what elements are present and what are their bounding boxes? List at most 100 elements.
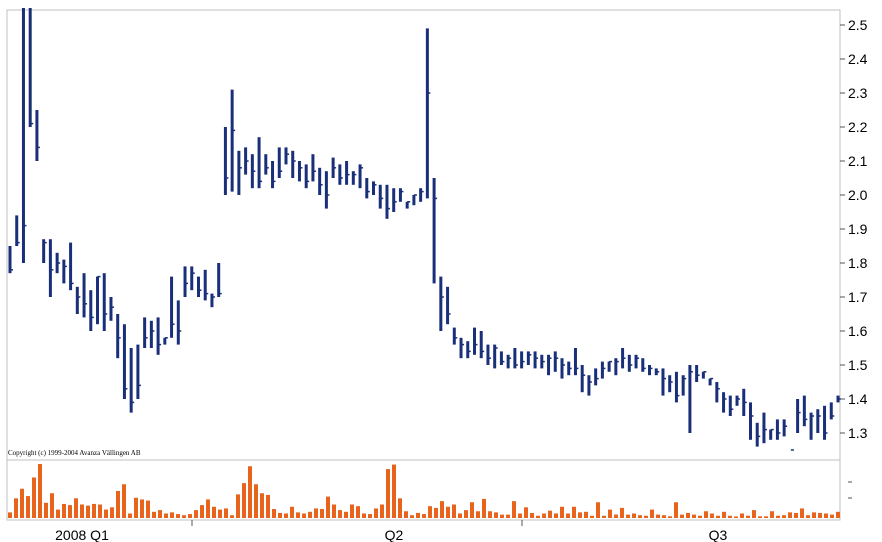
volume-bar (182, 515, 186, 518)
volume-bar (236, 494, 240, 518)
volume-bar (68, 505, 72, 518)
volume-bar (50, 493, 54, 518)
volume-bar (572, 506, 576, 518)
volume-bar (764, 516, 768, 518)
volume-bar (620, 507, 624, 518)
volume-bar (458, 513, 462, 518)
volume-bar (242, 483, 246, 518)
volume-bar (422, 514, 426, 518)
volume-bar (494, 512, 498, 518)
volume-bar (776, 515, 780, 518)
volume-bar (266, 494, 270, 518)
volume-bar (824, 513, 828, 518)
volume-bar (188, 514, 192, 518)
volume-bar (476, 511, 480, 518)
volume-bar (398, 498, 402, 518)
volume-bar (44, 502, 48, 518)
volume-bars (8, 464, 840, 518)
volume-bar (836, 511, 840, 518)
volume-bar (80, 504, 84, 518)
volume-bar (782, 515, 786, 518)
volume-bar (548, 510, 552, 518)
volume-bar (200, 505, 204, 518)
volume-bar (104, 509, 108, 518)
volume-bar (128, 513, 132, 518)
volume-bar (596, 502, 600, 518)
y-tick-label: 1.9 (848, 221, 868, 237)
volume-bar (170, 512, 174, 518)
volume-bar (674, 502, 678, 518)
y-tick-label: 2.0 (848, 187, 868, 203)
volume-bar (806, 515, 810, 518)
y-axis: 2.5 2.4 2.3 2.2 2.1 2.0 1.9 1.8 1.7 1.6 1.5 1.4 1.3 (840, 17, 868, 441)
volume-bar (374, 508, 378, 518)
volume-bar (614, 514, 618, 518)
volume-bar (710, 513, 714, 518)
volume-bar (14, 498, 18, 518)
volume-bar (812, 512, 816, 518)
volume-bar (416, 512, 420, 518)
volume-bar (428, 506, 432, 518)
volume-bar (296, 512, 300, 518)
volume-bar (770, 511, 774, 518)
volume-bar (638, 515, 642, 518)
volume-bar (722, 511, 726, 518)
volume-bar (152, 511, 156, 518)
volume-bar (368, 514, 372, 518)
volume-bar (248, 466, 252, 518)
volume-bar (788, 512, 792, 518)
volume-bar (698, 515, 702, 518)
volume-bar (26, 496, 30, 518)
volume-bar (362, 513, 366, 518)
volume-bar (584, 511, 588, 518)
volume-bar (440, 501, 444, 518)
volume-bar (488, 511, 492, 518)
volume-bar (746, 515, 750, 518)
price-bars (8, 8, 841, 451)
volume-bar (530, 512, 534, 518)
volume-bar (164, 513, 168, 518)
x-axis: 2008 Q1 Q2 Q3 (55, 520, 728, 542)
volume-bar (98, 504, 102, 518)
y-tick-label: 2.1 (848, 153, 868, 169)
volume-bar (608, 509, 612, 518)
volume-bar (734, 516, 738, 518)
volume-bar (662, 515, 666, 518)
volume-bar (194, 510, 198, 518)
volume-bar (452, 504, 456, 518)
volume-bar (626, 514, 630, 518)
volume-bar (758, 516, 762, 518)
volume-bar (74, 498, 78, 518)
volume-bar (62, 503, 66, 518)
volume-bar (302, 513, 306, 518)
volume-bar (434, 507, 438, 518)
volume-bar (290, 506, 294, 518)
volume-bar (446, 506, 450, 518)
volume-bar (332, 504, 336, 518)
y-tick-label: 2.3 (848, 85, 868, 101)
volume-bar (218, 509, 222, 518)
volume-bar (818, 512, 822, 518)
volume-bar (380, 504, 384, 518)
volume-bar (632, 513, 636, 518)
volume-bar (308, 511, 312, 518)
volume-bar (158, 510, 162, 518)
volume-bar (752, 510, 756, 518)
volume-bar (680, 514, 684, 518)
volume-bar (590, 515, 594, 518)
volume-bar (356, 506, 360, 518)
volume-bar (146, 500, 150, 518)
volume-bar (320, 509, 324, 518)
y-tick-label: 1.6 (848, 323, 868, 339)
volume-bar (404, 511, 408, 518)
x-tick-label: Q3 (709, 527, 728, 542)
volume-bar (350, 504, 354, 518)
volume-bar (230, 515, 234, 518)
volume-bar (206, 499, 210, 518)
y-tick-label: 1.7 (848, 289, 868, 305)
y-tick-label: 1.8 (848, 255, 868, 271)
volume-bar (578, 512, 582, 518)
x-tick-label: Q2 (385, 527, 404, 542)
volume-bar (92, 503, 96, 518)
